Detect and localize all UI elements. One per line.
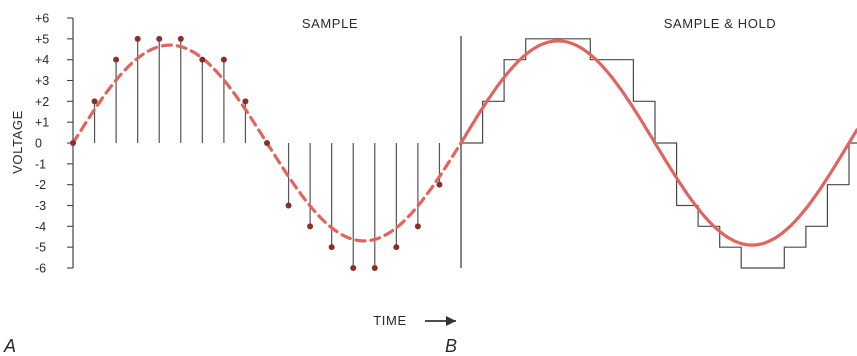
y-tick-label: +6 <box>35 12 49 26</box>
y-tick-label: -6 <box>35 262 46 276</box>
y-tick-label: +5 <box>35 32 49 46</box>
sample-point <box>285 202 292 209</box>
sample-point <box>134 35 141 42</box>
sample-points <box>70 35 443 271</box>
sample-point <box>91 98 98 105</box>
y-tick-label: +3 <box>35 74 49 88</box>
panel-a: VOLTAGE SAMPLE +6 +5 +4 +3 +2 +1 0 -1 -2 -3 -4 -5 -6 <box>10 12 463 276</box>
panel-label-a: A <box>3 336 16 356</box>
sample-point <box>371 265 378 271</box>
x-axis-label: TIME <box>373 313 406 328</box>
panel-a-title: SAMPLE <box>302 16 358 31</box>
panel-b-title: SAMPLE & HOLD <box>664 16 777 31</box>
y-tick-label: +4 <box>35 53 49 67</box>
y-tick-label: +1 <box>35 116 49 130</box>
y-tick-group: +6 +5 +4 +3 +2 +1 0 -1 -2 -3 -4 -5 -6 <box>35 12 73 276</box>
y-tick-label: -2 <box>35 178 46 192</box>
sample-point <box>307 223 314 230</box>
sample-point <box>220 56 227 63</box>
y-tick-label: -5 <box>35 241 46 255</box>
sample-point <box>393 244 400 251</box>
y-tick-label: -4 <box>35 220 46 234</box>
sample-point <box>242 98 249 105</box>
sample-point <box>264 140 270 146</box>
sample-point <box>70 140 76 146</box>
y-tick-label: -1 <box>35 157 46 171</box>
sample-point <box>436 181 443 188</box>
y-tick-label: -3 <box>35 199 46 213</box>
y-tick-label: 0 <box>35 137 42 151</box>
y-axis-label: VOLTAGE <box>10 110 25 174</box>
sample-point <box>350 265 357 271</box>
sample-point <box>156 35 163 42</box>
panel-label-b: B <box>445 336 457 356</box>
panel-b: SAMPLE & HOLD <box>459 16 857 269</box>
sample-hold-steps <box>461 38 857 269</box>
sample-point <box>113 56 120 63</box>
sample-point <box>199 56 206 63</box>
sample-point <box>328 244 335 251</box>
panel-b-signal-curve <box>459 39 857 247</box>
sample-point <box>177 35 184 42</box>
sample-point <box>414 223 421 230</box>
y-tick-label: +2 <box>35 95 49 109</box>
right-arrow-icon <box>425 316 456 326</box>
